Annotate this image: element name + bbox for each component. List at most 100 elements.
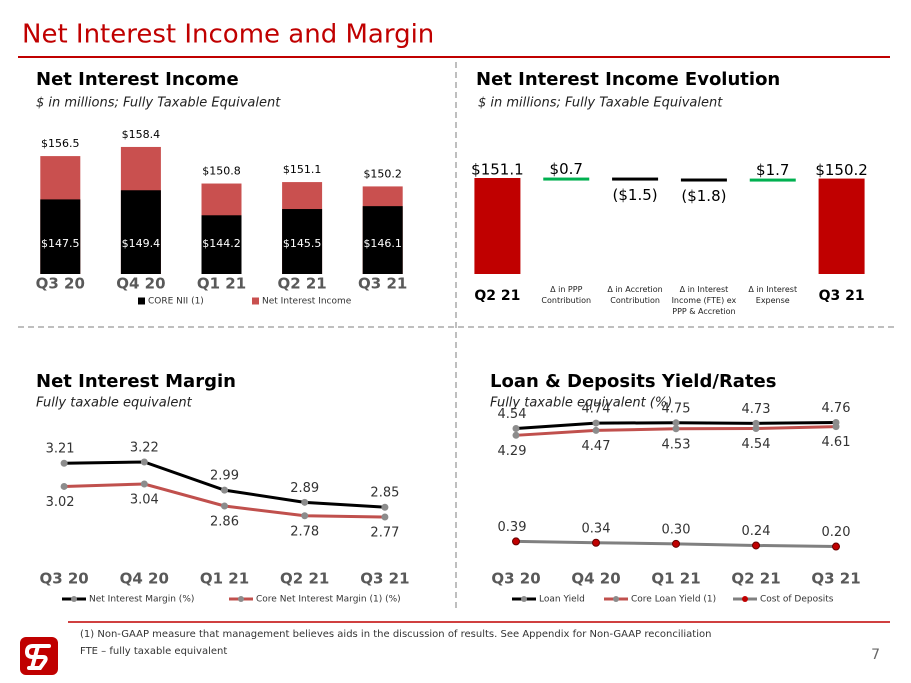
x-tick-label: Q2 21 [474,288,520,304]
marker [60,459,68,467]
data-label: 2.85 [370,486,399,501]
data-label: 2.77 [370,526,399,541]
data-label: 4.75 [662,401,691,416]
bar [120,190,161,274]
marker [672,425,680,433]
legend-swatch [521,596,527,602]
x-tick-label: Δ in Accretion Contribution [607,285,663,305]
data-label: $156.5 [41,137,80,150]
marker [592,538,600,547]
x-tick-label: Q3 21 [819,288,865,304]
footnote: (1) Non-GAAP measure that management bel… [80,629,711,640]
legend-label: Net Interest Margin (%) [89,595,194,605]
data-label: 0.20 [822,525,851,540]
bar [612,177,659,181]
marker [752,425,760,433]
x-tick-label-box: Δ in Accretion Contribution [607,285,663,305]
data-label: $150.8 [202,165,241,178]
page-number: 7 [871,647,880,663]
data-label: 4.29 [498,444,527,459]
bar [282,209,323,274]
x-tick-label-box: Δ in Interest Income (FTE) ex PPP & Accr… [671,285,737,316]
legend-label: Core Loan Yield (1) [631,595,716,605]
legend-swatch [742,596,748,602]
chart-title: Net Interest Margin [36,371,236,392]
data-label: 4.73 [742,402,771,417]
x-tick-label: Q1 21 [200,570,249,588]
data-label: $151.1 [471,161,524,179]
data-label: 4.54 [742,437,771,452]
marker [301,498,309,506]
data-label: $150.2 [363,167,402,180]
x-tick-label: Q3 20 [36,275,85,293]
bar [201,215,242,274]
logo [20,637,58,675]
x-tick-label: Q1 21 [197,275,246,293]
chart-subtitle: $ in millions; Fully Taxable Equivalent [478,96,723,111]
marker [512,537,520,546]
data-label: 0.30 [662,522,691,537]
marker [752,541,760,550]
bar [543,177,590,181]
x-tick-label: Δ in PPP Contribution [541,285,592,305]
data-label: 2.86 [210,515,239,530]
x-tick-label: Q4 20 [116,275,165,293]
x-tick-label: Q1 21 [651,570,700,588]
slide-title: Net Interest Income and Margin [22,20,434,50]
chart-subtitle: Fully taxable equivalent [36,396,193,411]
x-tick-label-box: Δ in PPP Contribution [541,285,592,305]
bar [680,178,727,182]
data-label: $144.2 [202,237,241,250]
data-label: ($1.5) [613,186,658,204]
legend-swatch [238,596,244,602]
data-label: 3.04 [130,493,159,508]
x-tick-label: Δ in Interest Expense [748,285,798,305]
data-label: 3.22 [130,441,159,456]
marker [140,480,148,488]
marker [301,512,309,520]
data-label: $150.2 [815,161,868,179]
marker [221,502,228,510]
data-label: 2.89 [290,481,319,496]
chart-title: Loan & Deposits Yield/Rates [490,371,776,392]
bar [749,178,796,182]
marker [752,419,760,427]
marker [512,431,520,439]
x-tick-label-box: Δ in Interest Expense [748,285,798,305]
legend-label: CORE NII (1) [148,297,204,307]
legend-swatch [613,596,619,602]
data-label: 4.74 [582,402,611,417]
marker [221,486,228,494]
x-tick-label: Q3 20 [39,570,88,588]
data-label: $158.4 [122,128,161,141]
x-tick-label: Q3 21 [360,570,409,588]
x-tick-label: Δ in Interest Income (FTE) ex PPP & Accr… [671,285,737,316]
marker [60,482,68,490]
legend-label: Net Interest Income [262,297,352,307]
marker [592,426,600,434]
chart-title: Net Interest Income [36,69,239,90]
legend-swatch [138,297,145,305]
legend-label: Core Net Interest Margin (1) (%) [256,595,401,605]
data-label: 4.61 [822,435,851,450]
data-label: 3.02 [46,495,75,510]
data-label: 0.39 [498,520,527,535]
data-label: 4.47 [582,439,611,454]
legend-label: Loan Yield [539,595,585,605]
data-label: $151.1 [283,163,322,176]
marker [672,539,680,548]
bar [818,178,865,274]
data-label: $146.1 [363,237,402,250]
x-tick-label: Q2 21 [731,570,780,588]
marker [832,423,840,431]
marker [512,425,520,433]
marker [381,513,389,521]
legend-label: Cost of Deposits [760,595,834,605]
bar [40,199,81,274]
data-label: 4.76 [822,401,851,416]
bar [362,206,403,274]
data-label: 3.21 [46,442,75,457]
marker [592,419,600,427]
x-tick-label: Q2 21 [277,275,326,293]
data-label: 4.54 [498,407,527,422]
